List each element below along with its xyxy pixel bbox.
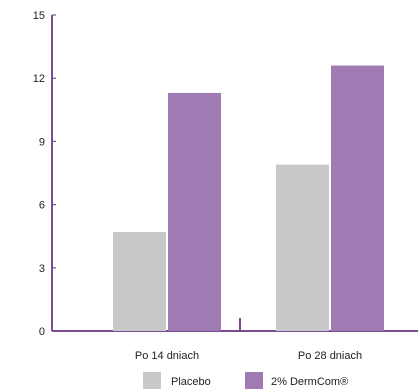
legend-label-dermcom: 2% DermCom® <box>271 376 348 388</box>
y-axis: 0 3 6 9 12 15 <box>33 10 56 338</box>
y-tick-label: 6 <box>39 200 45 212</box>
legend-swatch-placebo <box>143 372 161 389</box>
legend: Placebo 2% DermCom® <box>143 372 348 389</box>
legend-label-placebo: Placebo <box>171 376 211 388</box>
bar-dermcom-2 <box>331 65 384 331</box>
legend-swatch-dermcom <box>245 372 263 389</box>
bar-dermcom-1 <box>168 92 221 332</box>
category-labels: Po 14 dniach Po 28 dniach <box>135 350 362 362</box>
bars <box>113 65 384 332</box>
y-tick-label: 12 <box>33 73 45 85</box>
bar-placebo-1 <box>113 231 166 331</box>
category-label: Po 14 dniach <box>135 350 199 362</box>
y-tick-label: 3 <box>39 263 45 275</box>
y-tick-label: 0 <box>39 326 45 338</box>
y-tick-label: 15 <box>33 10 45 22</box>
y-tick-label: 9 <box>39 136 45 148</box>
category-label: Po 28 dniach <box>298 350 362 362</box>
bar-placebo-2 <box>276 164 329 331</box>
